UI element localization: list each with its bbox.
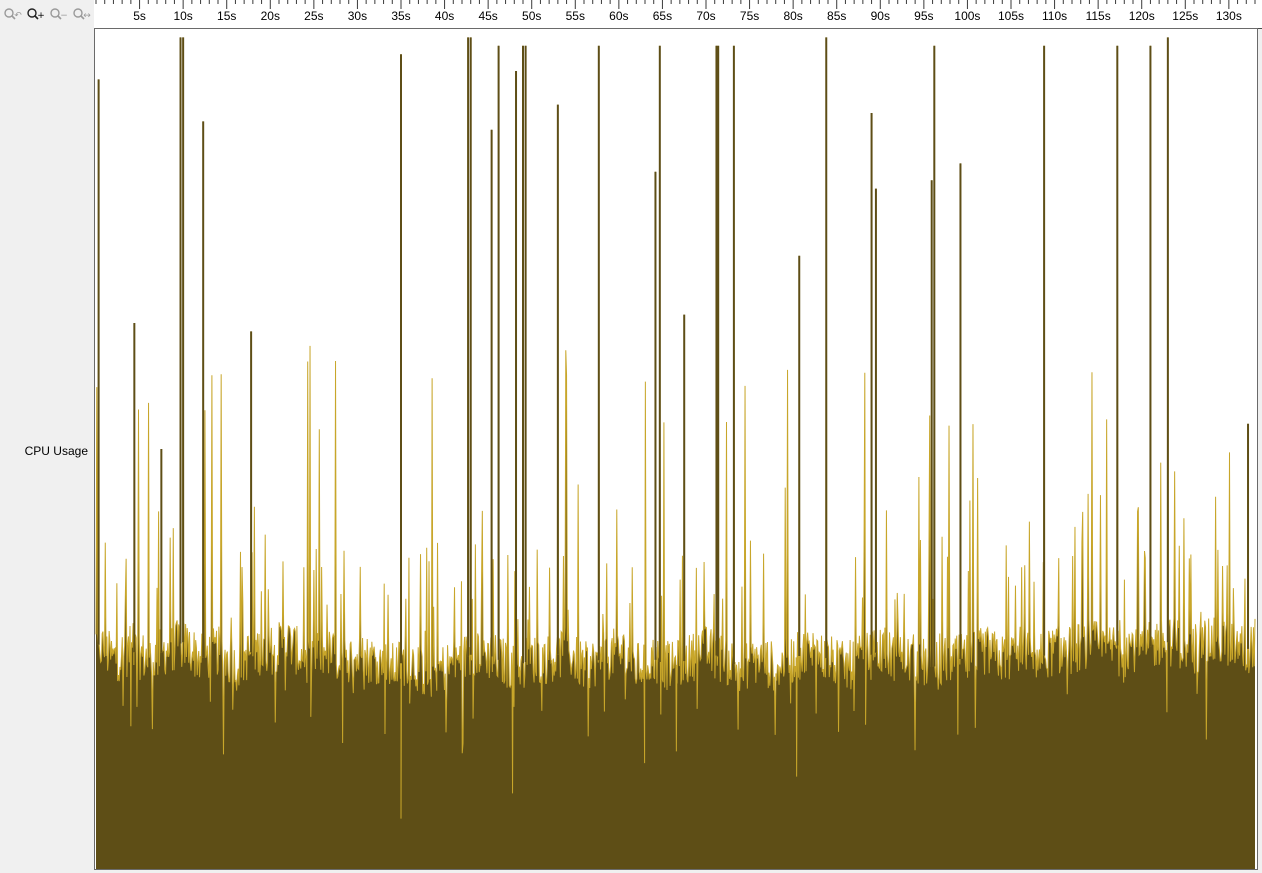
- cpu-usage-area-svg: [95, 37, 1256, 869]
- cpu-usage-graph[interactable]: [94, 28, 1258, 870]
- magnifier-fit-icon: ↔: [73, 8, 91, 21]
- cpu-usage-area: [96, 37, 1255, 869]
- svg-text:−: −: [60, 11, 68, 21]
- zoom-reset-button[interactable]: ↶: [2, 5, 24, 23]
- svg-text:+: +: [37, 11, 45, 21]
- x-tick-label: 40s: [435, 9, 454, 23]
- x-tick-label: 25s: [304, 9, 323, 23]
- zoom-fit-button[interactable]: ↔: [71, 5, 93, 23]
- x-tick-label: 80s: [783, 9, 802, 23]
- x-tick-label: 20s: [261, 9, 280, 23]
- zoom-toolbar: ↶ + − ↔: [0, 0, 96, 28]
- cpu-usage-line: [95, 37, 1256, 819]
- x-tick-label: 130s: [1216, 9, 1242, 23]
- svg-text:↔: ↔: [83, 11, 91, 21]
- x-tick-label: 70s: [696, 9, 715, 23]
- x-tick-label: 55s: [566, 9, 585, 23]
- x-tick-label: 65s: [653, 9, 672, 23]
- svg-text:↶: ↶: [14, 11, 22, 21]
- zoom-out-button[interactable]: −: [48, 5, 70, 23]
- track-label: CPU Usage: [24, 444, 88, 458]
- time-ruler[interactable]: 5s 10s 15s 20s 25s 30s 35s 40s 45s 50s 55s 60s 65s 70…: [94, 0, 1262, 29]
- magnifier-minus-icon: −: [50, 8, 68, 21]
- magnifier-reset-icon: ↶: [4, 8, 22, 21]
- x-tick-label: 30s: [348, 9, 367, 23]
- x-tick-label: 75s: [740, 9, 759, 23]
- x-tick-label: 45s: [478, 9, 497, 23]
- x-tick-label: 120s: [1129, 9, 1155, 23]
- x-tick-label: 95s: [914, 9, 933, 23]
- x-tick-label: 15s: [217, 9, 236, 23]
- x-tick-label: 125s: [1172, 9, 1198, 23]
- x-tick-label: 50s: [522, 9, 541, 23]
- x-tick-label: 5s: [133, 9, 146, 23]
- x-tick-label: 10s: [173, 9, 192, 23]
- magnifier-plus-icon: +: [27, 8, 45, 21]
- x-tick-label: 115s: [1086, 9, 1111, 23]
- x-tick-label: 60s: [609, 9, 628, 23]
- time-ruler-svg: 5s 10s 15s 20s 25s 30s 35s 40s 45s 50s 55s 60s 65s 70…: [95, 0, 1256, 23]
- x-tick-label: 105s: [998, 9, 1024, 23]
- x-tick-label: 110s: [1042, 9, 1067, 23]
- zoom-in-button[interactable]: +: [25, 5, 47, 23]
- x-tick-label: 35s: [391, 9, 410, 23]
- x-tick-label: 90s: [871, 9, 890, 23]
- x-tick-label: 100s: [954, 9, 980, 23]
- x-tick-label: 85s: [827, 9, 846, 23]
